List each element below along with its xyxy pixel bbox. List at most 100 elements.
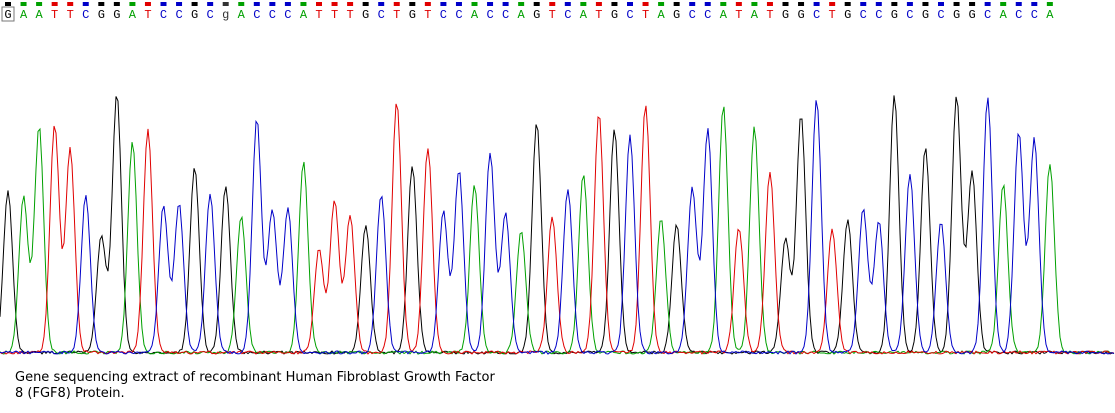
base-call: G (844, 8, 851, 22)
quality-marker (300, 2, 307, 6)
quality-marker (564, 2, 571, 6)
caption-line: Gene sequencing extract of recombinant H… (15, 370, 495, 385)
quality-marker (207, 2, 214, 6)
base-call: A (35, 8, 43, 22)
base-call: T (393, 8, 400, 22)
quality-marker (238, 2, 245, 6)
quality-marker (269, 2, 276, 6)
base-call: G (953, 8, 960, 22)
base-call: T (424, 8, 431, 22)
quality-marker (440, 2, 447, 6)
quality-marker (938, 2, 944, 6)
quality-marker (1015, 2, 1022, 6)
base-call: A (580, 8, 588, 22)
base-call: C (440, 8, 447, 22)
quality-marker (891, 2, 898, 6)
base-call: A (1000, 8, 1008, 22)
base-call: G (409, 8, 416, 22)
quality-marker (969, 2, 976, 6)
quality-marker (611, 2, 618, 6)
base-call: T (67, 8, 74, 22)
quality-marker (518, 2, 525, 6)
quality-marker (316, 2, 322, 6)
quality-marker (471, 2, 478, 6)
trace (0, 97, 1115, 355)
base-call: T (642, 8, 649, 22)
quality-marker (689, 2, 696, 6)
base-call: G (611, 8, 618, 22)
base-call: T (315, 8, 322, 22)
base-call: C (564, 8, 571, 22)
base-call: G (797, 8, 804, 22)
base-call: G (4, 8, 11, 22)
quality-marker (378, 2, 385, 6)
quality-marker (704, 2, 711, 6)
base-call: G (113, 8, 120, 22)
base-call: A (1046, 8, 1054, 22)
quality-marker (362, 2, 369, 6)
quality-marker (1046, 2, 1053, 6)
quality-marker (953, 2, 960, 6)
base-call: C (813, 8, 820, 22)
base-call: A (657, 8, 665, 22)
base-call: A (720, 8, 728, 22)
quality-marker (580, 2, 587, 6)
base-call: A (518, 8, 526, 22)
traces (0, 95, 1115, 355)
quality-marker (20, 2, 27, 6)
quality-marker (424, 2, 431, 6)
base-call: C (253, 8, 260, 22)
quality-marker (829, 2, 836, 6)
quality-marker (860, 2, 867, 6)
quality-marker (5, 2, 11, 6)
base-call: G (362, 8, 369, 22)
base-call: G (968, 8, 975, 22)
trace (0, 95, 1114, 355)
base-call: T (766, 8, 773, 22)
quality-marker (487, 2, 494, 6)
base-call: C (160, 8, 167, 22)
quality-marker (160, 2, 167, 6)
base-call: G (533, 8, 540, 22)
quality-marker (875, 2, 882, 6)
quality-marker (176, 2, 183, 6)
base-call: T (735, 8, 742, 22)
base-call: A (129, 8, 137, 22)
quality-marker (253, 2, 260, 6)
quality-marker (549, 2, 556, 6)
base-call: A (751, 8, 759, 22)
quality-marker (284, 2, 291, 6)
quality-marker (1000, 2, 1007, 6)
base-call: T (51, 8, 58, 22)
quality-marker (67, 2, 74, 6)
base-call: G (891, 8, 898, 22)
base-call: C (937, 8, 944, 22)
quality-marker (673, 2, 680, 6)
base-call: C (1031, 8, 1038, 22)
base-call: T (829, 8, 836, 22)
base-call: T (144, 8, 151, 22)
base-call: A (20, 8, 28, 22)
caption-line: 8 (FGF8) Protein. (15, 386, 125, 401)
base-call: A (471, 8, 479, 22)
base-call: G (191, 8, 198, 22)
base-call: C (378, 8, 385, 22)
base-call: C (860, 8, 867, 22)
quality-marker (113, 2, 120, 6)
base-call: A (238, 8, 246, 22)
quality-marker (922, 2, 929, 6)
base-call: C (502, 8, 509, 22)
base-call: C (906, 8, 913, 22)
quality-marker (984, 2, 991, 6)
quality-marker (642, 2, 649, 6)
base-call: T (595, 8, 602, 22)
base-call: C (689, 8, 696, 22)
quality-marker (906, 2, 913, 6)
base-call: C (82, 8, 89, 22)
quality-marker (720, 2, 727, 6)
base-call: C (984, 8, 991, 22)
